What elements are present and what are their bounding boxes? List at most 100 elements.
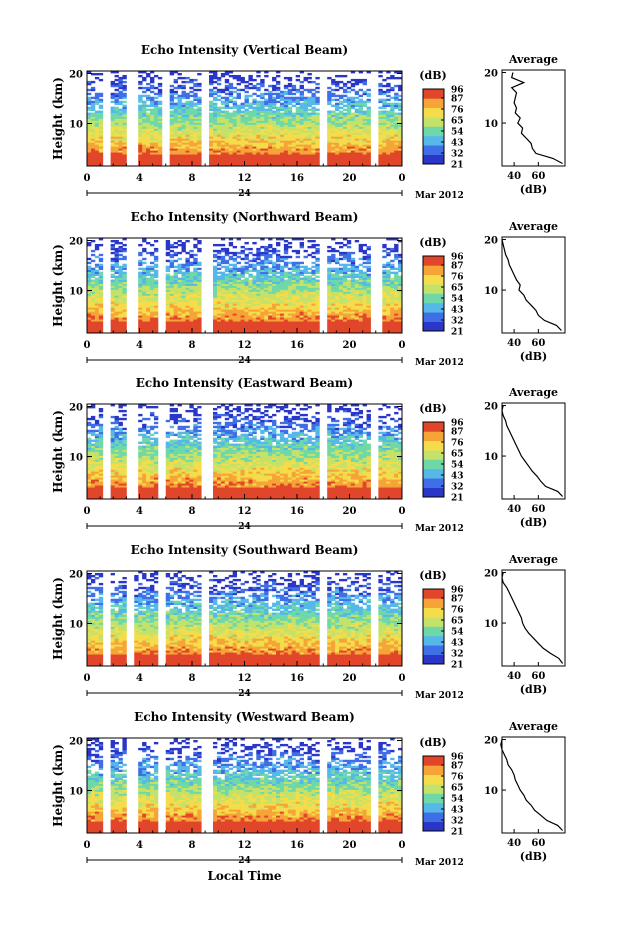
heatmap-cell [122,101,126,103]
heatmap-cell [193,258,197,260]
heatmap-cell [300,266,304,268]
heatmap-cell [87,262,91,264]
heatmap-cell [308,268,312,270]
colorbar-segment [423,108,444,118]
heatmap-cell [268,276,272,278]
heatmap-cell [382,99,386,101]
heatmap-cell [248,280,252,282]
heatmap-cell [99,79,103,81]
heatmap-cell [347,91,351,93]
heatmap-cell [268,91,272,93]
heatmap-cell [292,105,296,107]
heatmap-cell [154,280,158,282]
heatmap-cell [217,262,221,264]
x-tick-label: 12 [238,173,252,184]
heatmap-cell [284,97,288,99]
heatmap-cell [308,89,312,91]
heatmap-cell [119,254,123,256]
heatmap-cell [182,91,186,93]
heatmap-cell [138,95,142,97]
heatmap-cell [182,264,186,266]
heatmap-cell [382,264,386,266]
heatmap-cell [225,79,229,81]
heatmap-cell [87,107,91,109]
heatmap-cell [154,97,158,99]
heatmap-cell [355,109,359,111]
heatmap-cell [288,77,292,79]
heatmap-cell [99,105,103,107]
heatmap-cell [91,97,95,99]
heatmap-cell [311,107,315,109]
heatmap-cell [264,93,268,95]
heatmap-cell [237,105,241,107]
heatmap-cell [87,81,91,83]
heatmap-cell [288,256,292,258]
heatmap-cell [197,83,201,85]
heatmap-cell [304,256,308,258]
heatmap-cell [142,268,146,270]
x-tick-label: 0 [84,173,91,184]
heatmap-cell [363,262,367,264]
heatmap-cell [237,252,241,254]
heatmap-cell [343,75,347,77]
heatmap-cell [111,107,115,109]
heatmap-cell [150,252,154,254]
heatmap-cell [221,107,225,109]
heatmap-cell [386,262,390,264]
heatmap-cell [359,258,363,260]
heatmap-cell [268,85,272,87]
heatmap-cell [142,87,146,89]
heatmap-cell [311,270,315,272]
heatmap-cell [343,83,347,85]
heatmap-cell [386,89,390,91]
heatmap-cell [311,93,315,95]
heatmap-cell [343,264,347,266]
heatmap-cell [292,274,296,276]
heatmap-cell [189,91,193,93]
heatmap-cell [233,101,237,103]
heatmap-cell [351,97,355,99]
heatmap-cell [308,73,312,75]
heatmap-cell [166,274,170,276]
heatmap-cell [378,111,382,113]
heatmap-cell [158,83,162,85]
heatmap-cell [363,266,367,268]
profile-y-tick-label: 20 [484,69,498,80]
heatmap-cell [252,99,256,101]
heatmap-cell [174,252,178,254]
heatmap-cell [308,81,312,83]
heatmap-cell [241,258,245,260]
heatmap-cell [315,91,319,93]
heatmap-cell [327,111,331,113]
heatmap-cell [339,258,343,260]
heatmap-cell [197,272,201,274]
heatmap-cell [154,101,158,103]
heatmap-cell [87,89,91,91]
panel-title: Echo Intensity (Northward Beam) [131,210,359,224]
heatmap-cell [339,101,343,103]
colorbar-segment [423,117,444,127]
heatmap-cell [182,272,186,274]
heatmap-cell [256,262,260,264]
heatmap-cell [331,93,335,95]
y-tick-label: 10 [69,120,83,131]
heatmap-cell [245,81,249,83]
heatmap-cell [229,107,233,109]
heatmap-cell [331,99,335,101]
x-tick-label: 20 [343,173,357,184]
heatmap-cell [308,113,312,115]
heatmap-cell [331,105,335,107]
heatmap-cell [245,85,249,87]
heatmap-cell [174,260,178,262]
heatmap-cell [95,111,99,113]
heatmap-cell [339,276,343,278]
heatmap-cell [308,77,312,79]
heatmap-cell [304,266,308,268]
heatmap-cell [256,75,260,77]
heatmap-cell [347,87,351,89]
heatmap-cell [146,105,150,107]
heatmap-cell [276,264,280,266]
heatmap-cell [292,262,296,264]
heatmap-cell [355,91,359,93]
date-center-label: 24 [238,189,251,199]
